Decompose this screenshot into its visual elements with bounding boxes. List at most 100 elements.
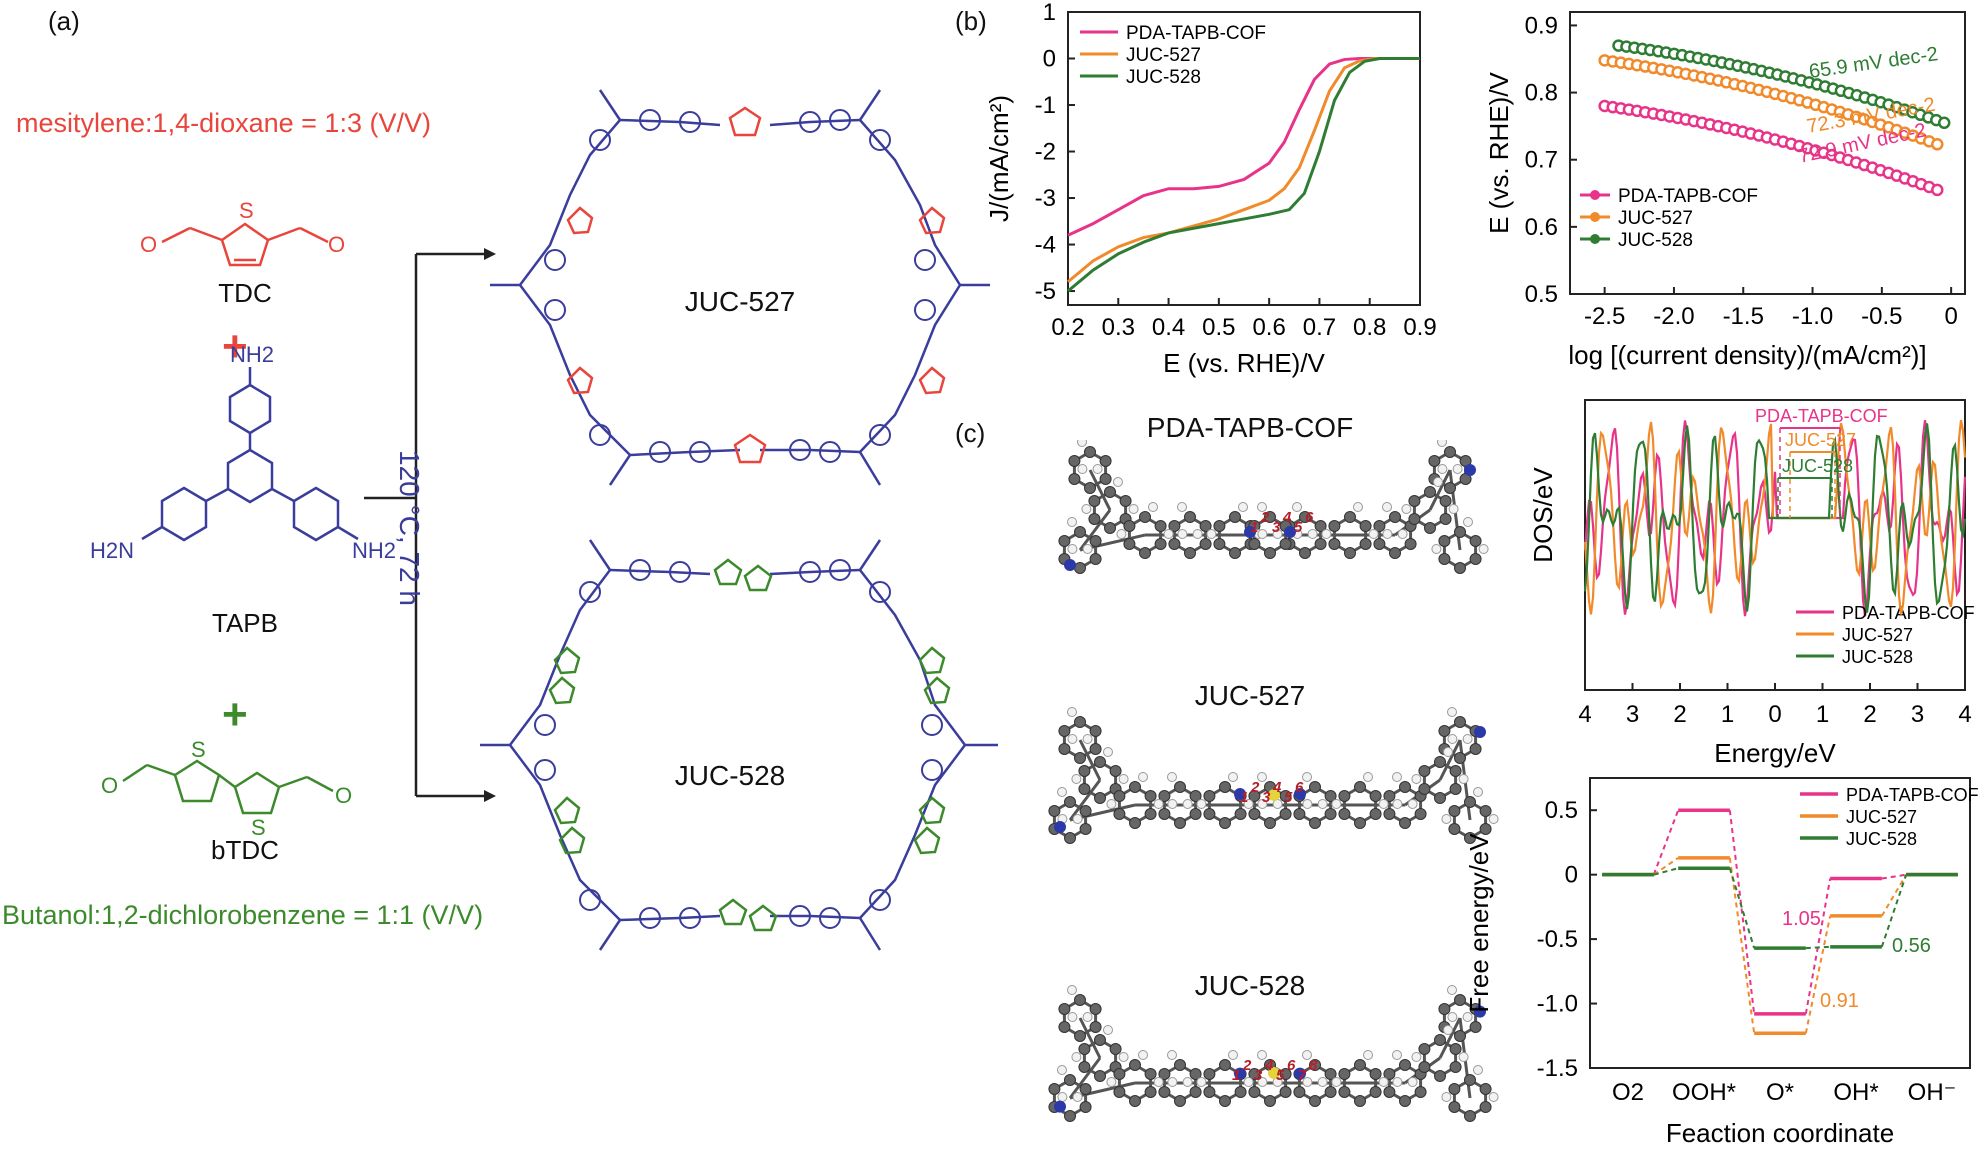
svg-text:S: S bbox=[191, 737, 206, 762]
lsv-legend-label: JUC-528 bbox=[1126, 67, 1201, 88]
tafel-ytick-label: 0.9 bbox=[1525, 12, 1558, 39]
molecule-atoms bbox=[1048, 707, 1499, 844]
tafel-legend-marker bbox=[1590, 212, 1600, 222]
fe-annotation: 1.05 bbox=[1782, 908, 1821, 930]
tafel-xtick-label: 0 bbox=[1944, 303, 1957, 330]
fe-ytick-label: -1.0 bbox=[1537, 991, 1578, 1018]
dos-xtick-label: 1 bbox=[1816, 701, 1829, 728]
molecule-atoms bbox=[1048, 985, 1499, 1122]
fe-connector bbox=[1728, 810, 1756, 1014]
fe-connector bbox=[1728, 867, 1756, 949]
tafel-point bbox=[1931, 138, 1944, 151]
tafel-xtick-label: -2.5 bbox=[1584, 303, 1625, 330]
dos-legend-label: JUC-528 bbox=[1842, 647, 1913, 667]
svg-text:O: O bbox=[335, 783, 352, 808]
lsv-ytick-label: 1 bbox=[1043, 0, 1056, 26]
svg-text:4: 4 bbox=[1264, 1057, 1274, 1074]
lsv-ytick-label: -3 bbox=[1035, 185, 1056, 212]
panel-a-letter: (a) bbox=[48, 6, 80, 36]
svg-text:1: 1 bbox=[1250, 519, 1258, 536]
svg-text:1: 1 bbox=[1232, 1067, 1240, 1084]
fe-connector bbox=[1804, 915, 1832, 1034]
tafel-xtick-label: -1.5 bbox=[1723, 303, 1764, 330]
tafel-legend-label: JUC-528 bbox=[1618, 230, 1693, 251]
tafel-ytick-label: 0.6 bbox=[1525, 214, 1558, 241]
tafel-series-1 bbox=[1598, 54, 1944, 151]
lsv-xtick-label: 0.6 bbox=[1252, 314, 1285, 341]
lsv-series-0 bbox=[1067, 57, 1420, 237]
svg-text:7: 7 bbox=[1298, 1067, 1307, 1084]
lsv-legend-label: JUC-527 bbox=[1126, 45, 1201, 66]
lsv-xtick-label: 0.7 bbox=[1303, 314, 1336, 341]
tapb-structure: NH2 H2N NH2 bbox=[90, 342, 396, 563]
lsv-xtick-label: 0.5 bbox=[1202, 314, 1235, 341]
svg-text:2: 2 bbox=[1260, 509, 1270, 526]
svg-text:8: 8 bbox=[1309, 1057, 1318, 1074]
dos-xtick-label: 4 bbox=[1578, 701, 1591, 728]
tafel-point bbox=[1937, 116, 1951, 130]
nh2-left: H2N bbox=[90, 538, 134, 563]
fe-legend-label: PDA-TAPB-COF bbox=[1846, 785, 1979, 805]
solvent-top-label: mesitylene:1,4-dioxane = 1:3 (V/V) bbox=[16, 108, 431, 138]
btdc-structure: S S O O bbox=[101, 737, 352, 835]
fe-ylabel: Free energy/eV bbox=[1464, 833, 1494, 1013]
svg-text:3: 3 bbox=[1262, 789, 1271, 806]
fe-connector bbox=[1880, 874, 1908, 948]
fe-legend-label: JUC-528 bbox=[1846, 829, 1917, 849]
lsv-frame bbox=[1067, 11, 1421, 306]
juc-527-framework bbox=[490, 89, 990, 486]
fe-frame bbox=[1589, 777, 1971, 1069]
fe-ytick-label: -0.5 bbox=[1537, 926, 1578, 953]
fe-ytick-label: -1.5 bbox=[1537, 1055, 1578, 1082]
lsv-ytick-label: -5 bbox=[1035, 278, 1056, 305]
tafel-chart: -2.5 -2.0 -1.5 -1.0 -0.5 0 0.9 0.8 0.7 0.6 0.5 log … bbox=[1484, 11, 1966, 370]
tafel-point bbox=[1931, 183, 1944, 197]
lsv-xtick-label: 0.9 bbox=[1403, 314, 1436, 341]
fe-category-label: OH* bbox=[1833, 1079, 1878, 1106]
reaction-arrows bbox=[364, 248, 496, 802]
fe-category-label: O2 bbox=[1612, 1079, 1644, 1106]
fe-category-label: O* bbox=[1766, 1079, 1794, 1106]
tafel-ytick-label: 0.7 bbox=[1525, 147, 1558, 174]
dos-legend-label: PDA-TAPB-COF bbox=[1842, 603, 1975, 623]
tafel-ylabel: E (vs. RHE)/V bbox=[1484, 71, 1514, 233]
plus-sign-2: + bbox=[222, 690, 248, 739]
fe-annotation: 0.56 bbox=[1892, 935, 1931, 957]
fe-ytick-label: 0 bbox=[1565, 862, 1578, 889]
lsv-xtick-label: 0.3 bbox=[1102, 314, 1135, 341]
fe-xlabel: Feaction coordinate bbox=[1666, 1118, 1894, 1148]
tdc-label: TDC bbox=[218, 278, 272, 308]
svg-text:4: 4 bbox=[1272, 779, 1282, 796]
lsv-xtick-label: 0.4 bbox=[1152, 314, 1185, 341]
tafel-slope-label: 65.9 mV dec-2 bbox=[1808, 43, 1940, 83]
fe-legend-label: JUC-527 bbox=[1846, 807, 1917, 827]
lsv-ytick-label: -4 bbox=[1035, 232, 1056, 259]
svg-text:6: 6 bbox=[1287, 1057, 1296, 1074]
svg-text:6: 6 bbox=[1295, 779, 1304, 796]
dos-gap-label: PDA-TAPB-COF bbox=[1755, 406, 1888, 426]
dos-legend-label: JUC-527 bbox=[1842, 625, 1913, 645]
svg-text:S: S bbox=[239, 198, 254, 223]
svg-text:3: 3 bbox=[1254, 1067, 1263, 1084]
solvent-bottom-label: Butanol:1,2-dichlorobenzene = 1:1 (V/V) bbox=[2, 900, 484, 930]
conditions-label: 120 °C, 72 h bbox=[394, 450, 425, 606]
dos-series-0 bbox=[1583, 420, 1967, 617]
dos-xtick-label: 2 bbox=[1673, 701, 1686, 728]
fe-connector bbox=[1881, 873, 1907, 880]
tdc-structure: S O O bbox=[140, 198, 345, 267]
lsv-ytick-label: 0 bbox=[1043, 46, 1056, 73]
juc-528-label: JUC-528 bbox=[674, 760, 786, 791]
btdc-label: bTDC bbox=[211, 835, 279, 865]
svg-text:O: O bbox=[328, 232, 345, 257]
dos-xtick-label: 2 bbox=[1863, 701, 1876, 728]
svg-text:O: O bbox=[140, 232, 157, 257]
lsv-series-2 bbox=[1067, 57, 1420, 293]
fe-series-2 bbox=[1602, 866, 1958, 950]
tafel-xtick-label: -1.0 bbox=[1792, 303, 1833, 330]
fe-connector bbox=[1653, 857, 1679, 876]
